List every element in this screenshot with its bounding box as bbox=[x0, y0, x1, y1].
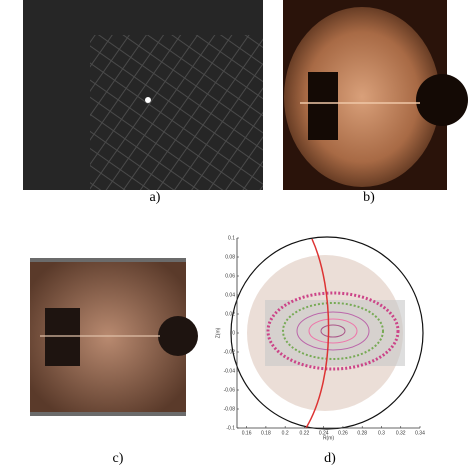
x-tick-label: 0.3 bbox=[378, 430, 385, 436]
y-tick-label: 0.1 bbox=[228, 235, 235, 241]
panel-label: d) bbox=[324, 451, 336, 466]
y-tick-label: 0.06 bbox=[225, 273, 235, 279]
y-tick-label: 0.04 bbox=[225, 292, 235, 298]
image-c bbox=[30, 258, 198, 416]
panel-label: a) bbox=[150, 190, 161, 205]
image-a bbox=[23, 0, 263, 190]
panel-label: b) bbox=[363, 190, 375, 205]
x-tick-label: 0.34 bbox=[415, 430, 425, 436]
x-tick-label: 0.22 bbox=[300, 430, 310, 436]
y-tick-label: -0.06 bbox=[224, 387, 236, 393]
x-tick-label: 0.26 bbox=[338, 430, 348, 436]
x-tick-label: 0.32 bbox=[396, 430, 406, 436]
y-axis-label: Z(m) bbox=[215, 327, 221, 338]
x-tick-label: 0.16 bbox=[242, 430, 252, 436]
plot-d-drawing bbox=[230, 236, 424, 430]
x-tick-label: 0.28 bbox=[357, 430, 367, 436]
y-tick-label: -0.02 bbox=[224, 349, 236, 355]
x-tick-label: 0.24 bbox=[319, 430, 329, 436]
y-tick-label: -0.08 bbox=[224, 406, 236, 412]
x-axis-label: R(m) bbox=[323, 435, 334, 441]
x-tick-label: 0.18 bbox=[261, 430, 271, 436]
y-tick-label: -0.04 bbox=[224, 368, 236, 374]
x-tick-label: 0.2 bbox=[282, 430, 289, 436]
y-tick-label: 0.02 bbox=[225, 311, 235, 317]
y-tick-label: 0.08 bbox=[225, 254, 235, 260]
y-tick-label: -0.1 bbox=[226, 425, 235, 431]
plot-d-axes: 0.16 0.18 0.2 0.22 0.24 0.26 0.28 0.3 0.32 0.34 0.… bbox=[215, 235, 425, 441]
y-tick-label: 0 bbox=[232, 330, 235, 336]
image-b bbox=[283, 0, 468, 190]
panel-label: c) bbox=[113, 451, 124, 466]
